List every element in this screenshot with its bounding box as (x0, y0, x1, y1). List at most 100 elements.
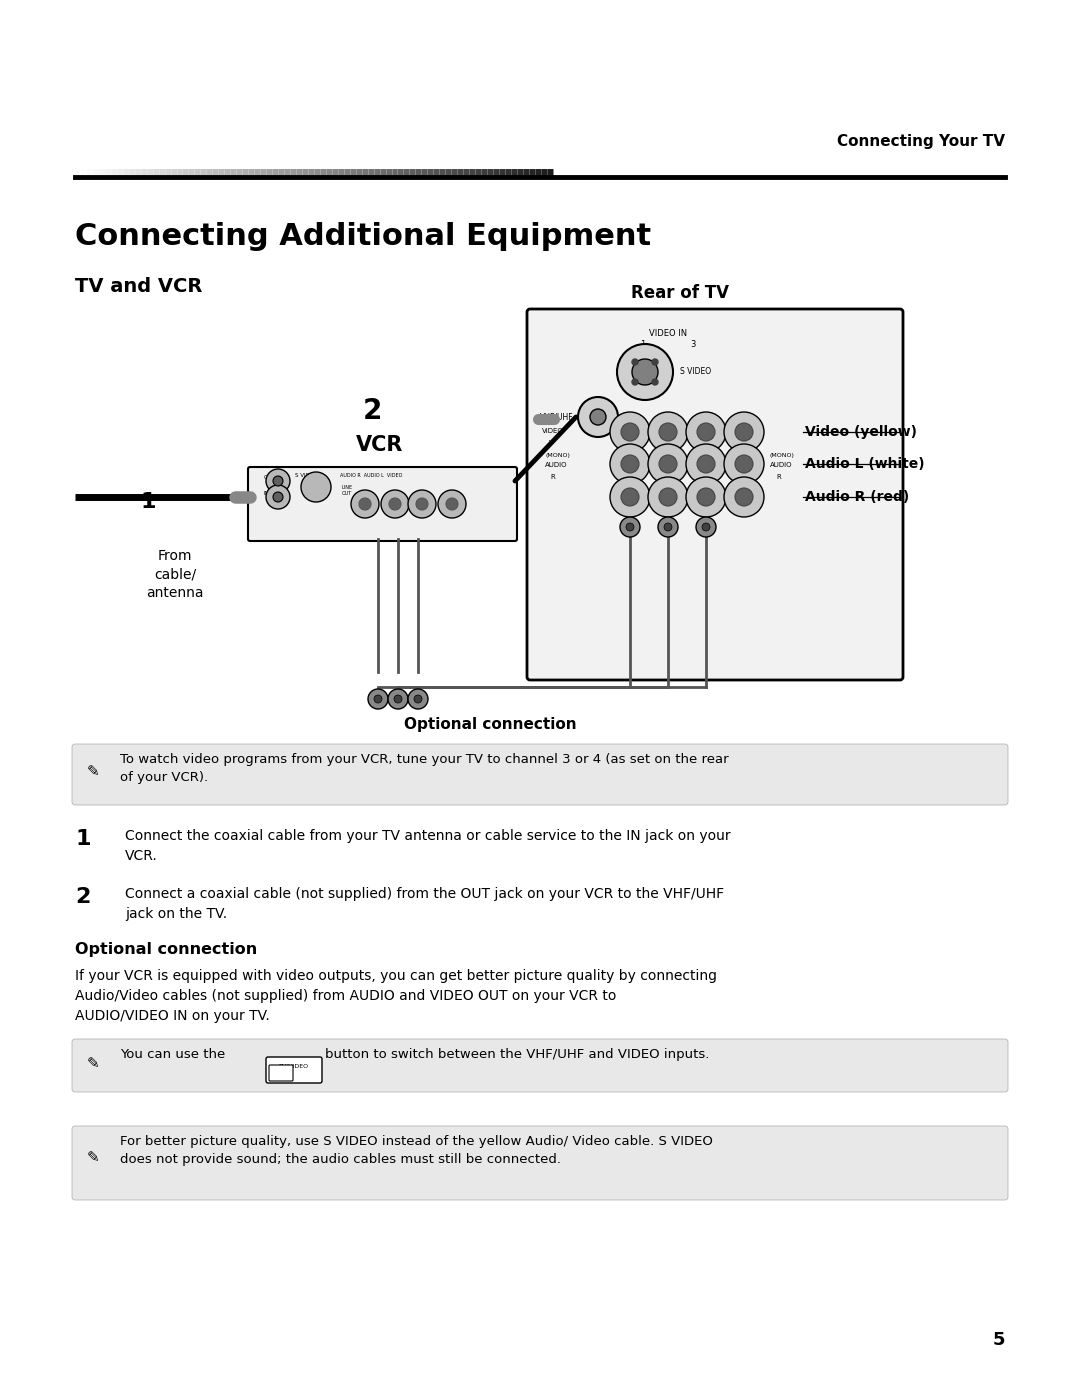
FancyBboxPatch shape (72, 1039, 1008, 1092)
Text: 1: 1 (140, 492, 156, 511)
Circle shape (590, 409, 606, 425)
Text: 1: 1 (640, 339, 646, 349)
Text: (MONO): (MONO) (770, 453, 795, 457)
Circle shape (626, 522, 634, 531)
Circle shape (735, 488, 753, 506)
Text: 2: 2 (75, 887, 91, 907)
Circle shape (659, 455, 677, 474)
Text: S VIDEO: S VIDEO (295, 474, 318, 478)
FancyBboxPatch shape (527, 309, 903, 680)
Text: OUT: OUT (264, 475, 275, 481)
Circle shape (388, 689, 408, 710)
Text: Y: Y (548, 440, 552, 446)
FancyBboxPatch shape (72, 1126, 1008, 1200)
FancyBboxPatch shape (266, 1058, 322, 1083)
Text: 3: 3 (690, 339, 696, 349)
FancyBboxPatch shape (72, 745, 1008, 805)
Circle shape (578, 397, 618, 437)
Circle shape (621, 455, 639, 474)
Circle shape (648, 476, 688, 517)
Circle shape (686, 476, 726, 517)
Text: IN: IN (264, 490, 270, 496)
Circle shape (617, 344, 673, 400)
Text: Video (yellow): Video (yellow) (805, 425, 917, 439)
Circle shape (408, 689, 428, 710)
Circle shape (414, 694, 422, 703)
Text: VHF/UHF: VHF/UHF (540, 412, 573, 422)
Circle shape (301, 472, 330, 502)
Text: To watch video programs from your VCR, tune your TV to channel 3 or 4 (as set on: To watch video programs from your VCR, t… (120, 753, 729, 785)
Circle shape (273, 476, 283, 486)
Text: Connecting Your TV: Connecting Your TV (837, 134, 1005, 149)
Text: ✎: ✎ (86, 1056, 99, 1071)
FancyBboxPatch shape (248, 467, 517, 541)
Text: VCR: VCR (356, 434, 404, 455)
Circle shape (632, 359, 638, 365)
Text: If your VCR is equipped with video outputs, you can get better picture quality b: If your VCR is equipped with video outpu… (75, 970, 717, 1023)
Text: LINE: LINE (342, 485, 353, 490)
Text: AUDIO: AUDIO (545, 462, 567, 468)
Text: S VIDEO: S VIDEO (680, 367, 711, 377)
Circle shape (368, 689, 388, 710)
Circle shape (652, 359, 658, 365)
Text: ✎: ✎ (86, 764, 99, 780)
Text: R: R (777, 474, 781, 481)
Circle shape (389, 497, 401, 510)
Circle shape (266, 485, 291, 509)
Circle shape (438, 490, 465, 518)
Text: From
cable/
antenna: From cable/ antenna (146, 549, 204, 599)
Text: 1: 1 (75, 828, 91, 849)
Circle shape (686, 412, 726, 453)
Text: Connecting Additional Equipment: Connecting Additional Equipment (75, 222, 651, 251)
Text: Audio R (red): Audio R (red) (805, 490, 909, 504)
Circle shape (610, 476, 650, 517)
Text: Audio L (white): Audio L (white) (805, 457, 924, 471)
Circle shape (610, 412, 650, 453)
Circle shape (697, 423, 715, 441)
Circle shape (724, 444, 764, 483)
Text: VIDEO: VIDEO (542, 427, 564, 434)
Text: VIDEO IN: VIDEO IN (649, 330, 687, 338)
Circle shape (621, 488, 639, 506)
Circle shape (416, 497, 428, 510)
Circle shape (735, 423, 753, 441)
Circle shape (648, 412, 688, 453)
Circle shape (359, 497, 372, 510)
Circle shape (724, 476, 764, 517)
Text: You can use the: You can use the (120, 1048, 226, 1060)
Text: Connect the coaxial cable from your TV antenna or cable service to the IN jack o: Connect the coaxial cable from your TV a… (125, 828, 731, 863)
Text: ✎: ✎ (86, 1151, 99, 1165)
Text: AUDIO: AUDIO (770, 462, 793, 468)
Text: (MONO): (MONO) (545, 453, 570, 457)
Circle shape (658, 517, 678, 536)
Circle shape (659, 423, 677, 441)
Circle shape (381, 490, 409, 518)
Text: Optional connection: Optional connection (75, 942, 257, 957)
Circle shape (374, 694, 382, 703)
Circle shape (652, 379, 658, 386)
Text: Optional connection: Optional connection (404, 717, 577, 732)
Circle shape (735, 455, 753, 474)
Circle shape (724, 412, 764, 453)
Circle shape (697, 488, 715, 506)
Circle shape (648, 444, 688, 483)
Circle shape (632, 359, 658, 386)
Circle shape (702, 522, 710, 531)
Circle shape (697, 455, 715, 474)
Text: TV/VIDEO: TV/VIDEO (279, 1063, 309, 1069)
Text: button to switch between the VHF/UHF and VIDEO inputs.: button to switch between the VHF/UHF and… (325, 1048, 710, 1060)
Text: 2: 2 (362, 397, 381, 425)
Circle shape (659, 488, 677, 506)
Circle shape (394, 694, 402, 703)
Text: Rear of TV: Rear of TV (631, 284, 729, 302)
Circle shape (273, 492, 283, 502)
Circle shape (408, 490, 436, 518)
Text: AUDIO R  AUDIO L  VIDEO: AUDIO R AUDIO L VIDEO (340, 474, 403, 478)
Text: Connect a coaxial cable (not supplied) from the OUT jack on your VCR to the VHF/: Connect a coaxial cable (not supplied) f… (125, 887, 724, 921)
Circle shape (266, 469, 291, 493)
Text: R: R (550, 474, 555, 481)
Text: TV and VCR: TV and VCR (75, 277, 202, 296)
Text: For better picture quality, use S VIDEO instead of the yellow Audio/ Video cable: For better picture quality, use S VIDEO … (120, 1134, 713, 1166)
Circle shape (446, 497, 458, 510)
Text: 5: 5 (993, 1331, 1005, 1350)
